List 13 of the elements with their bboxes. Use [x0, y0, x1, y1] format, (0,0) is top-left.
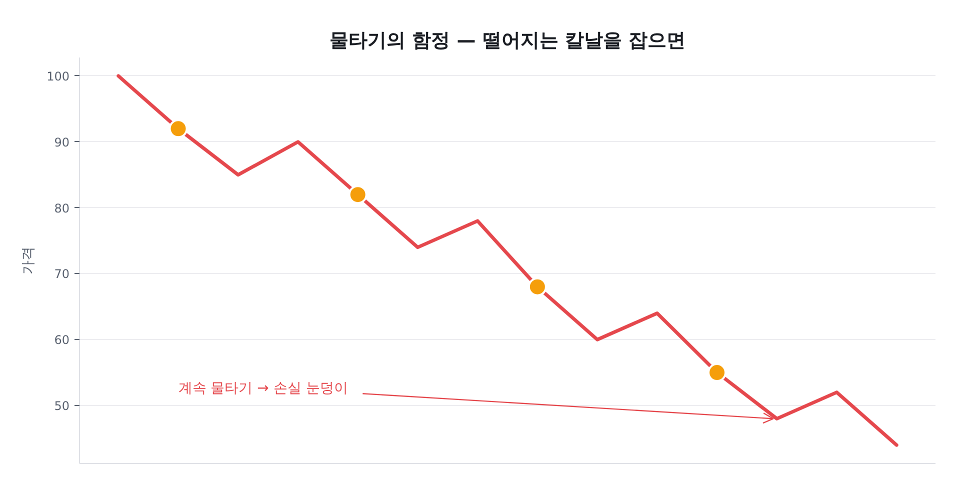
- line-series: [116, 74, 898, 447]
- y-tick-label: 70: [54, 267, 70, 282]
- annotation: 계속 물타기 → 손실 눈덩이: [178, 380, 348, 396]
- y-tick-label: 90: [54, 135, 70, 150]
- point: [528, 277, 547, 296]
- chart-title: 물타기의 함정 — 떨어지는 칼날을 잡으면: [329, 30, 686, 52]
- y-tick-label: 50: [54, 399, 70, 413]
- y-tick-label: 100: [46, 69, 70, 84]
- point: [168, 119, 188, 138]
- y-tick-label: 60: [54, 333, 70, 348]
- point: [348, 185, 368, 204]
- y-axis-title: 가격: [20, 246, 37, 274]
- y-tick-label: 80: [54, 201, 70, 216]
